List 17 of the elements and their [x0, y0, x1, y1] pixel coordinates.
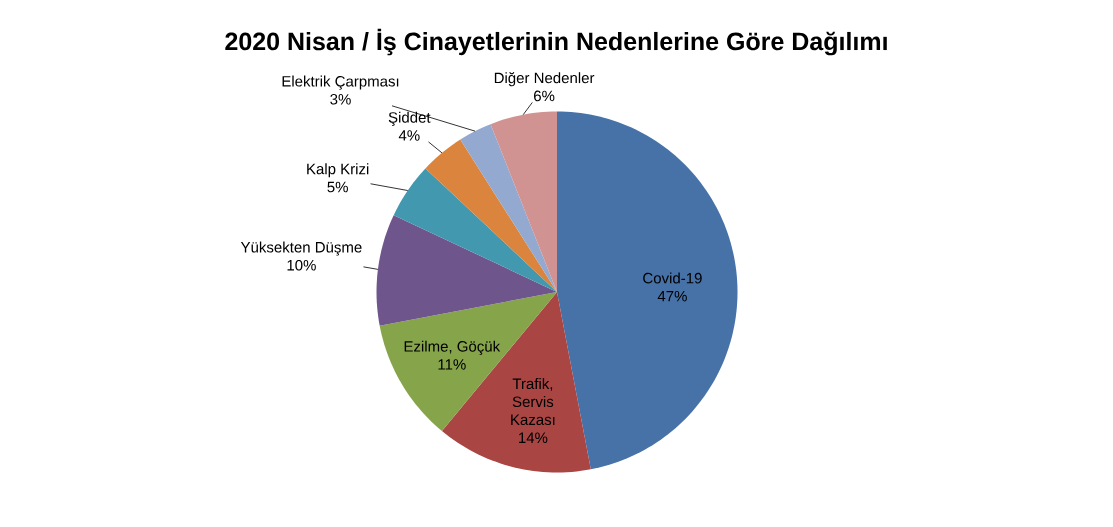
data-label: 14% [519, 432, 548, 443]
slice-label: Ezilme, Göçük [404, 340, 501, 355]
slice-label: Elektrik Çarpması [282, 75, 399, 90]
data-label: 10% [287, 259, 316, 271]
data-label: 11% [438, 359, 466, 370]
data-label: 3% [330, 94, 351, 105]
data-label: 47% [657, 290, 687, 302]
chart-title: 2020 Nisan / İş Cinayetlerinin Nedenlerine Göre Dağılımı [225, 28, 887, 56]
slice-label: Trafik, Servis Kazası [511, 378, 555, 426]
data-label: 5% [327, 181, 348, 193]
slice-label: Covid-19 [643, 272, 702, 284]
slice-label: Yüksekten Düşme [240, 241, 362, 256]
slice-label: Diğer Nedenler [494, 72, 595, 87]
data-label: 6% [534, 90, 555, 102]
slice-label: Kalp Krizi [307, 163, 369, 178]
slice-label: Şiddet [388, 111, 431, 126]
data-label: 4% [398, 130, 420, 141]
